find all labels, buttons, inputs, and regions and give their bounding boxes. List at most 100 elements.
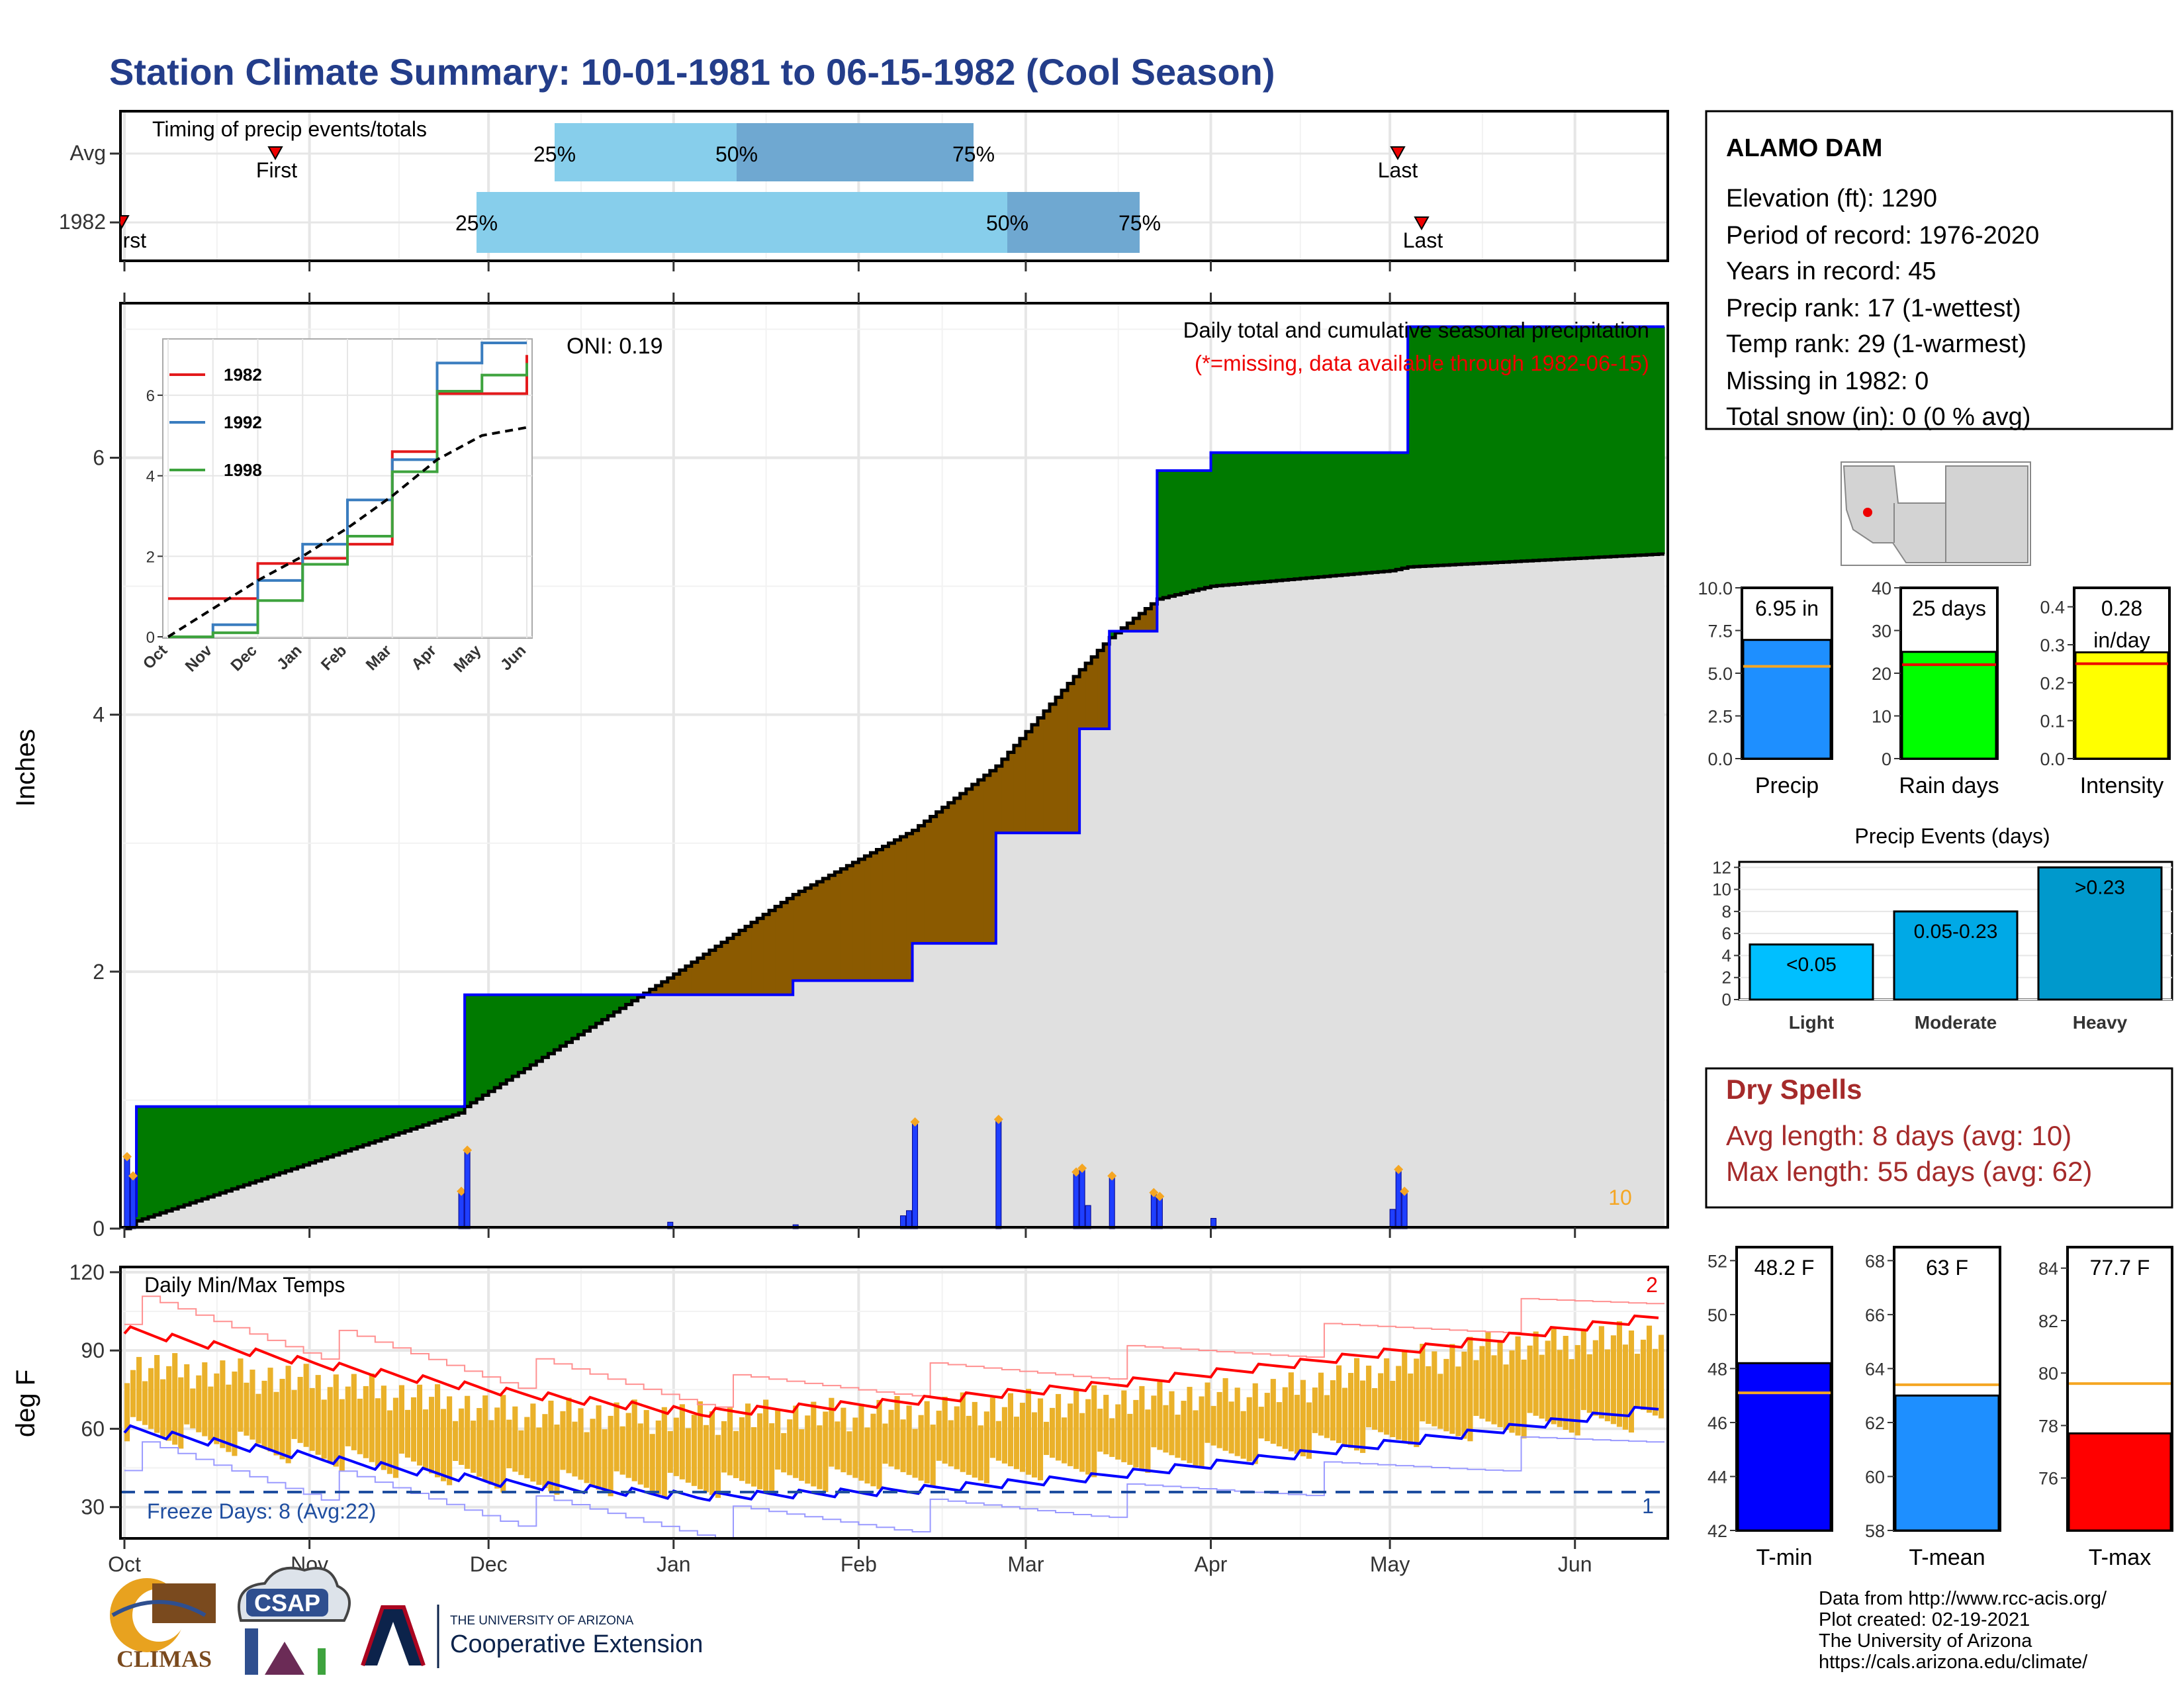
avg-pct-25: 25% bbox=[533, 142, 576, 166]
summary-bar-name: Rain days bbox=[1899, 773, 1999, 798]
above-normal-area bbox=[345, 1106, 352, 1151]
inset-legend-label: 1982 bbox=[224, 365, 262, 385]
dry-spells: Dry Spells Avg length: 8 days (avg: 10) … bbox=[1705, 1067, 2173, 1209]
summary-bar-tick: 0.1 bbox=[2040, 712, 2065, 731]
above-normal-area bbox=[1646, 326, 1653, 555]
credit-line-3: https://cals.arizona.edu/climate/ bbox=[1819, 1652, 2088, 1673]
avg-bar-50-75 bbox=[737, 123, 974, 181]
below-normal-area bbox=[954, 798, 961, 944]
above-normal-area bbox=[428, 1106, 435, 1123]
above-normal-area bbox=[1479, 326, 1486, 563]
above-normal-area bbox=[1574, 326, 1582, 559]
daily-temp-bar bbox=[1491, 1355, 1497, 1425]
daily-temp-bar bbox=[1545, 1340, 1551, 1422]
temp-summary-bars: 42 44 46 48 50 52 48.2 F T-min 58 60 62 64 66 68 63 F T… bbox=[1707, 1246, 2173, 1570]
precip-y-tick: 6 bbox=[93, 445, 105, 469]
summary-bar-tick: 30 bbox=[1872, 622, 1891, 641]
precip-events-chart: Precip Events (days) 0 2 46 8 10 12 <0.05 Light… bbox=[1712, 824, 2173, 1033]
daily-temp-bar bbox=[1127, 1413, 1133, 1465]
daily-precip-bar bbox=[130, 1176, 136, 1229]
daily-temp-bar bbox=[1001, 1407, 1007, 1464]
y1982-bar-25-50 bbox=[477, 192, 1007, 253]
credits: Data from http://www.rcc-acis.org/ Plot … bbox=[1819, 1588, 2107, 1673]
below-normal-area bbox=[1085, 663, 1092, 729]
daily-temp-bar bbox=[918, 1415, 924, 1481]
events-category: Light bbox=[1789, 1012, 1834, 1033]
inset-legend-label: 1992 bbox=[224, 412, 262, 432]
above-normal-area bbox=[1169, 470, 1176, 596]
daily-temp-bar bbox=[739, 1417, 745, 1481]
daily-temp-bar bbox=[1007, 1393, 1013, 1467]
above-normal-area bbox=[1390, 452, 1396, 571]
daily-temp-bar bbox=[392, 1397, 398, 1478]
daily-temp-bar bbox=[232, 1371, 238, 1456]
below-normal-area bbox=[1031, 724, 1038, 833]
below-normal-area bbox=[983, 775, 991, 944]
daily-precip-bar bbox=[464, 1151, 471, 1229]
above-normal-area bbox=[441, 1106, 447, 1119]
above-normal-area bbox=[1634, 326, 1641, 555]
below-normal-area bbox=[769, 910, 776, 995]
events-y-tick: 6 bbox=[1722, 923, 1731, 943]
y1982-pct-75: 75% bbox=[1118, 211, 1161, 235]
above-normal-area bbox=[1503, 326, 1510, 563]
above-normal-area bbox=[404, 1106, 412, 1131]
below-normal-area bbox=[864, 856, 872, 981]
above-normal-area bbox=[398, 1106, 406, 1133]
timing-row-avg: Avg bbox=[69, 141, 106, 165]
avg-bar-25-50 bbox=[555, 123, 737, 181]
daily-precip-bar bbox=[1401, 1192, 1408, 1229]
daily-temp-bar bbox=[1521, 1359, 1527, 1438]
daily-temp-bar bbox=[1097, 1409, 1103, 1452]
daily-temp-bar bbox=[1408, 1373, 1414, 1445]
summary-bar-tick: 80 bbox=[2038, 1364, 2058, 1383]
above-normal-area bbox=[208, 1106, 214, 1197]
y1982-bar-50-75 bbox=[1007, 192, 1140, 253]
avg-pct-50: 50% bbox=[715, 142, 758, 166]
daily-temp-bar bbox=[1234, 1387, 1240, 1456]
daily-temp-bar bbox=[631, 1399, 637, 1481]
daily-temp-bar bbox=[387, 1410, 392, 1474]
daily-temp-bar bbox=[333, 1374, 339, 1467]
below-normal-area bbox=[799, 891, 805, 981]
daily-temp-bar bbox=[404, 1409, 411, 1458]
daily-temp-bar bbox=[1563, 1336, 1569, 1430]
daily-temp-bar bbox=[512, 1406, 518, 1472]
daily-temp-bar bbox=[1324, 1395, 1330, 1438]
below-normal-area bbox=[667, 978, 674, 995]
daily-temp-bar bbox=[1396, 1366, 1402, 1440]
summary-bar-t-min bbox=[1737, 1362, 1832, 1532]
summary-bar-tick: 10 bbox=[1872, 707, 1891, 727]
daily-temp-bar bbox=[1420, 1343, 1426, 1422]
x-month-label: Oct bbox=[108, 1552, 141, 1576]
temps-count-top: 2 bbox=[1646, 1273, 1658, 1297]
daily-temp-bar bbox=[1294, 1395, 1300, 1454]
summary-bar-t-mean bbox=[1894, 1394, 2000, 1532]
above-normal-area bbox=[619, 994, 627, 1009]
below-normal-area bbox=[876, 849, 884, 981]
above-normal-area bbox=[471, 994, 477, 1103]
below-normal-area bbox=[906, 833, 913, 981]
daily-temp-bar bbox=[1216, 1391, 1222, 1448]
daily-temp-bar bbox=[954, 1406, 960, 1470]
below-normal-area bbox=[1073, 677, 1080, 833]
summary-bar-tick: 0.2 bbox=[2040, 673, 2065, 693]
above-normal-area bbox=[184, 1106, 191, 1205]
daily-temp-bar bbox=[500, 1395, 506, 1493]
y1982-last-label: Last bbox=[1403, 228, 1443, 252]
daily-precip-bar bbox=[995, 1120, 1002, 1229]
daily-temp-bar bbox=[297, 1377, 303, 1443]
daily-temp-bar bbox=[1073, 1389, 1079, 1470]
below-normal-area bbox=[900, 837, 907, 981]
daily-temp-bar bbox=[727, 1407, 733, 1476]
avg-first-label: First bbox=[256, 158, 297, 182]
daily-temp-bar bbox=[136, 1356, 142, 1421]
below-normal-area bbox=[978, 780, 985, 944]
event-count: 10 bbox=[1608, 1186, 1632, 1209]
daily-temp-bar bbox=[1252, 1383, 1258, 1464]
summary-bar-tick: 7.5 bbox=[1707, 622, 1733, 641]
summary-bar-tick: 10.0 bbox=[1698, 579, 1733, 598]
events-y-tick: 8 bbox=[1722, 902, 1731, 921]
above-normal-area bbox=[447, 1106, 453, 1117]
above-normal-area bbox=[1366, 452, 1373, 573]
